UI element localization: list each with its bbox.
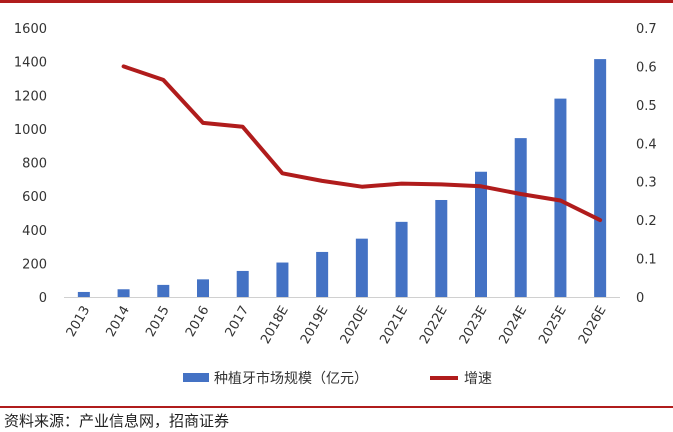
right-tick-label: 0 [636, 291, 644, 306]
x-tick-label: 2020E [338, 304, 372, 347]
bar-2020E [355, 238, 368, 297]
left-tick-label: 600 [22, 190, 47, 205]
bar-2023E [475, 171, 487, 297]
x-tick-label: 2013 [64, 304, 94, 340]
bar-2015 [157, 284, 170, 297]
left-tick-label: 200 [22, 257, 47, 272]
bar-2019E [316, 251, 329, 297]
x-tick-label: 2022E [417, 304, 451, 347]
x-tick-label: 2023E [457, 304, 491, 347]
top-rule [0, 0, 673, 3]
bar-2018E [276, 262, 289, 297]
bar-2022E [435, 199, 448, 297]
x-tick-label: 2017 [223, 304, 253, 340]
chart: 0 200 400 600 800 1000 1200 1400 1600 0 0.1 0.2 0.3… [14, 22, 657, 387]
x-tick-label: 2016 [183, 304, 213, 340]
left-tick-label: 0 [39, 291, 47, 306]
right-tick-label: 0.6 [636, 60, 657, 75]
legend-line-label: 增速 [464, 371, 492, 387]
left-tick-label: 800 [22, 157, 47, 172]
left-tick-label: 1600 [14, 22, 47, 37]
bar-series [77, 59, 607, 298]
bar-2013 [77, 291, 90, 297]
legend: 种植牙市场规模（亿元） 增速 [183, 370, 492, 387]
right-tick-label: 0.2 [636, 214, 657, 229]
bar-2026E [594, 59, 607, 298]
bar-2014 [117, 289, 130, 297]
x-tick-label: 2024E [497, 304, 531, 347]
left-tick-label: 1200 [14, 89, 47, 104]
right-tick-label: 0.5 [636, 99, 657, 114]
bar-2017 [236, 270, 249, 297]
x-tick-label: 2018E [258, 304, 292, 347]
right-tick-label: 0.4 [636, 137, 657, 152]
bar-2025E [554, 98, 567, 297]
bar-2016 [197, 279, 209, 297]
x-tick-label: 2025E [536, 304, 570, 347]
right-tick-label: 0.3 [636, 176, 657, 191]
growth-line [121, 64, 603, 223]
left-tick-label: 1400 [14, 56, 47, 71]
x-tick-label: 2026E [576, 304, 610, 347]
x-tick-label: 2019E [298, 304, 332, 347]
bar-2024E [514, 138, 527, 297]
right-axis: 0 0.1 0.2 0.3 0.4 0.5 0.6 0.7 [636, 22, 657, 306]
x-tick-label: 2014 [103, 304, 133, 340]
x-axis-ticks: 2013 2014 2015 2016 2017 2018E 2019E 2020E 2021E… [64, 304, 610, 347]
legend-bar-label: 种植牙市场规模（亿元） [214, 370, 368, 387]
bottom-rule [0, 406, 673, 408]
right-tick-label: 0.1 [636, 253, 657, 268]
right-tick-label: 0.7 [636, 22, 657, 37]
source-note: 资料来源：产业信息网，招商证券 [4, 412, 230, 430]
x-tick-label: 2015 [143, 304, 173, 340]
left-tick-label: 1000 [14, 123, 47, 138]
bar-2021E [395, 221, 408, 297]
legend-bar-swatch [183, 373, 209, 382]
left-axis: 0 200 400 600 800 1000 1200 1400 1600 [14, 22, 47, 306]
left-tick-label: 400 [22, 224, 47, 239]
growth-line-series [121, 64, 603, 223]
x-tick-label: 2021E [377, 304, 411, 347]
